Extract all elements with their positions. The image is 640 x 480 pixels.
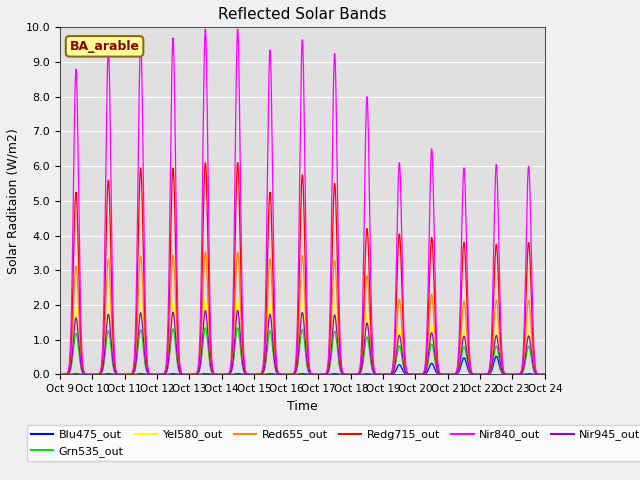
- Line: Nir945_out: Nir945_out: [60, 311, 545, 374]
- Nir945_out: [56, 372, 64, 377]
- Line: Yel580_out: Yel580_out: [60, 300, 545, 374]
- Blu475_out: [492, 353, 500, 359]
- Grn535_out: [527, 353, 535, 359]
- Redg715_out: [438, 372, 446, 377]
- Yel580_out: [279, 372, 287, 377]
- Yel580_out: [81, 371, 88, 377]
- Blu475_out: [527, 371, 534, 377]
- Yel580_out: [527, 339, 534, 345]
- Red655_out: [56, 372, 64, 377]
- Nir840_out: [56, 372, 64, 377]
- Nir945_out: [438, 372, 446, 377]
- Grn535_out: [438, 372, 446, 377]
- Yel580_out: [292, 368, 300, 374]
- Red655_out: [234, 249, 241, 255]
- Red655_out: [292, 366, 300, 372]
- Nir840_out: [81, 370, 88, 376]
- Nir840_out: [527, 233, 535, 239]
- Redg715_out: [81, 371, 88, 376]
- Blu475_out: [541, 372, 548, 377]
- Blu475_out: [292, 372, 300, 377]
- Redg715_out: [527, 276, 534, 282]
- Grn535_out: [234, 325, 241, 331]
- Red655_out: [438, 372, 446, 377]
- Grn535_out: [292, 370, 300, 375]
- Redg715_out: [527, 284, 535, 289]
- Nir840_out: [438, 372, 446, 377]
- Nir945_out: [527, 346, 535, 352]
- Line: Grn535_out: Grn535_out: [60, 328, 545, 374]
- Redg715_out: [279, 372, 287, 377]
- Grn535_out: [527, 351, 534, 357]
- Blu475_out: [279, 372, 287, 377]
- Nir840_out: [527, 221, 534, 227]
- Grn535_out: [56, 372, 64, 377]
- Blu475_out: [438, 372, 445, 377]
- Nir840_out: [234, 26, 241, 32]
- Nir945_out: [234, 308, 241, 313]
- Grn535_out: [541, 372, 548, 377]
- Line: Redg715_out: Redg715_out: [60, 163, 545, 374]
- Redg715_out: [234, 160, 241, 166]
- Text: BA_arable: BA_arable: [70, 40, 140, 53]
- Nir945_out: [81, 372, 88, 377]
- Red655_out: [527, 318, 534, 324]
- Line: Blu475_out: Blu475_out: [60, 356, 545, 374]
- Y-axis label: Solar Raditaion (W/m2): Solar Raditaion (W/m2): [7, 128, 20, 274]
- Yel580_out: [56, 372, 64, 377]
- Nir945_out: [527, 344, 534, 349]
- Nir840_out: [292, 356, 300, 362]
- Yel580_out: [527, 342, 535, 348]
- Yel580_out: [541, 372, 548, 377]
- Line: Red655_out: Red655_out: [60, 252, 545, 374]
- Nir840_out: [279, 372, 287, 377]
- Red655_out: [81, 371, 88, 377]
- Title: Reflected Solar Bands: Reflected Solar Bands: [218, 7, 387, 22]
- Redg715_out: [56, 372, 64, 377]
- Redg715_out: [292, 362, 300, 368]
- Yel580_out: [234, 297, 241, 303]
- Line: Nir840_out: Nir840_out: [60, 29, 545, 374]
- Grn535_out: [81, 372, 88, 377]
- Red655_out: [527, 323, 535, 328]
- Yel580_out: [438, 372, 446, 377]
- Nir945_out: [279, 372, 287, 377]
- Nir840_out: [541, 372, 548, 377]
- Redg715_out: [541, 372, 548, 377]
- Blu475_out: [81, 372, 88, 377]
- Red655_out: [279, 372, 287, 377]
- Nir945_out: [541, 372, 548, 377]
- Legend: Blu475_out, Grn535_out, Yel580_out, Red655_out, Redg715_out, Nir840_out, Nir945_: Blu475_out, Grn535_out, Yel580_out, Red6…: [27, 425, 640, 461]
- Grn535_out: [279, 372, 287, 377]
- Blu475_out: [56, 372, 64, 377]
- Red655_out: [541, 372, 548, 377]
- Blu475_out: [527, 371, 535, 377]
- Nir945_out: [292, 369, 300, 374]
- X-axis label: Time: Time: [287, 400, 317, 413]
